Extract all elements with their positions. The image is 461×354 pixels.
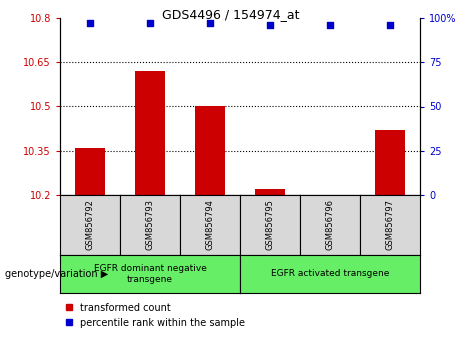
Point xyxy=(266,22,274,28)
Text: EGFR activated transgene: EGFR activated transgene xyxy=(271,269,389,279)
Text: GSM856795: GSM856795 xyxy=(266,200,274,250)
Bar xyxy=(195,107,225,195)
Text: GSM856796: GSM856796 xyxy=(325,200,335,251)
Point xyxy=(386,22,394,28)
Legend: transformed count, percentile rank within the sample: transformed count, percentile rank withi… xyxy=(65,303,245,328)
Bar xyxy=(255,189,285,195)
Text: GSM856793: GSM856793 xyxy=(146,200,154,251)
Bar xyxy=(75,148,105,195)
Text: GSM856794: GSM856794 xyxy=(206,200,214,250)
Point xyxy=(146,21,154,26)
Text: GDS4496 / 154974_at: GDS4496 / 154974_at xyxy=(162,8,299,21)
Bar xyxy=(375,130,405,195)
Bar xyxy=(315,195,345,198)
Text: EGFR dominant negative
transgene: EGFR dominant negative transgene xyxy=(94,264,207,284)
Point xyxy=(86,21,94,26)
Bar xyxy=(135,71,165,195)
Text: genotype/variation ▶: genotype/variation ▶ xyxy=(5,269,108,279)
Text: GSM856797: GSM856797 xyxy=(385,200,395,251)
Text: GSM856792: GSM856792 xyxy=(85,200,95,250)
Point xyxy=(207,21,214,26)
Point xyxy=(326,22,334,28)
